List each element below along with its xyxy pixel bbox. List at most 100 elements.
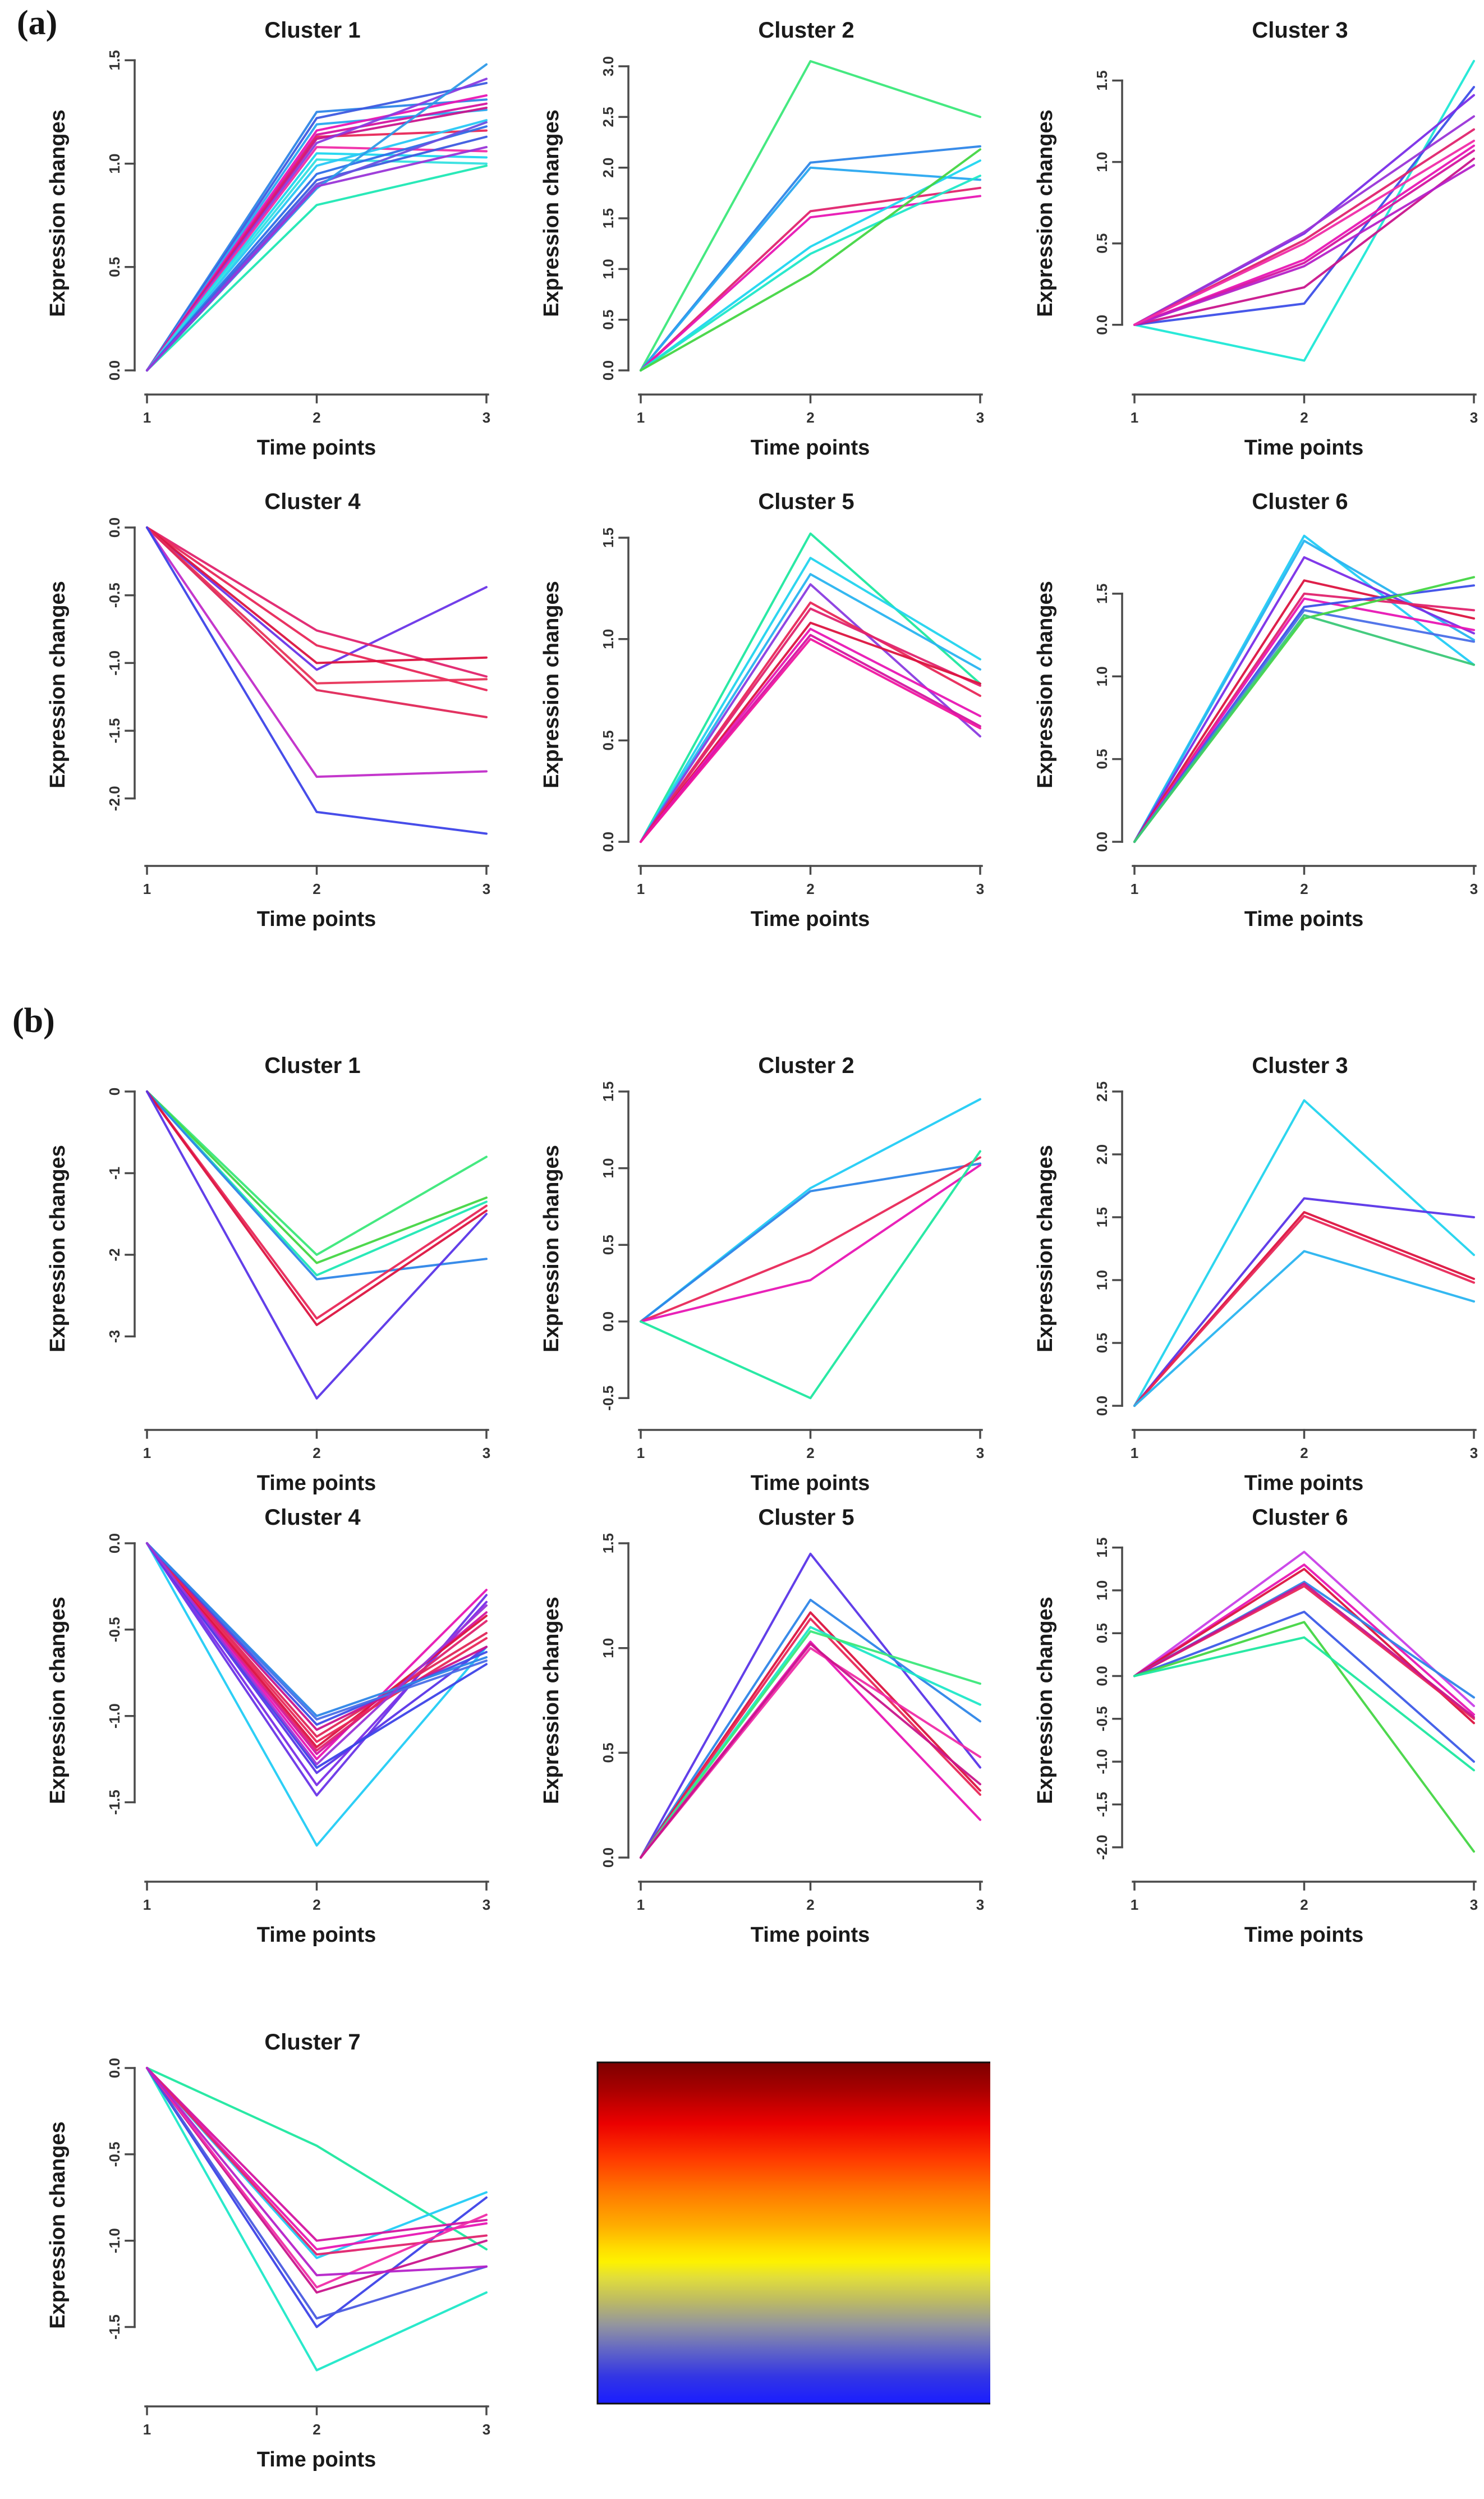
expression-line <box>146 526 488 664</box>
chart-title: Cluster 5 <box>758 1505 854 1530</box>
expression-line <box>1133 1197 1475 1407</box>
line-chart-svg: Cluster 4 Expression changes 0.0 -0.5 -1.0 -1… <box>46 1505 490 1947</box>
expression-line <box>146 119 488 372</box>
expression-line <box>146 1542 488 1847</box>
x-tick-label: 3 <box>483 1896 490 1913</box>
expression-line <box>640 1643 981 1859</box>
y-tick-label: 3.0 <box>600 56 617 76</box>
expression-line <box>146 2067 488 2372</box>
cluster-chart-b-cluster-4: Cluster 4 Expression changes 0.0 -0.5 -1.0 -1… <box>31 1496 497 1970</box>
y-tick-label: -0.5 <box>106 1617 123 1642</box>
x-tick-label: 1 <box>637 409 645 426</box>
line-chart-svg: Cluster 5 Expression changes 0.0 0.5 1.0 1.5 1… <box>540 1505 984 1947</box>
y-tick-label: 1.5 <box>600 1081 617 1102</box>
expression-line <box>146 1090 488 1400</box>
expression-line <box>640 145 981 372</box>
expression-line <box>1133 1621 1475 1853</box>
y-axis-label: Expression changes <box>1033 1597 1057 1804</box>
expression-line <box>1133 556 1475 843</box>
x-tick-label: 2 <box>1300 1896 1308 1913</box>
cluster-chart-b-cluster-7: Cluster 7 Expression changes 0.0 -0.5 -1.0 -1… <box>31 2020 497 2495</box>
expression-line <box>1133 164 1475 326</box>
expression-line <box>640 1552 981 1859</box>
y-tick-label: 0.5 <box>1094 1333 1110 1353</box>
expression-line <box>1133 139 1475 326</box>
y-axis-label: Expression changes <box>1033 581 1057 788</box>
membership-colorbar-cell: 10.90.80.70.60.50.40.30.20.10 <box>525 2020 990 2495</box>
y-tick-label: -0.5 <box>106 2142 123 2167</box>
expression-line <box>146 1542 488 1738</box>
cluster-chart-b-cluster-1: Cluster 1 Expression changes 0 -1 -2 -3 1 2 3 Tim… <box>31 1044 497 1518</box>
expression-line <box>1133 1250 1475 1407</box>
x-tick-label: 2 <box>313 881 320 897</box>
y-axis-label: Expression changes <box>46 1597 70 1804</box>
x-tick-label: 1 <box>143 1445 151 1461</box>
line-chart-svg: Cluster 7 Expression changes 0.0 -0.5 -1.0 -1… <box>46 2030 490 2472</box>
x-tick-label: 3 <box>1470 1445 1478 1461</box>
x-tick-label: 2 <box>1300 409 1308 426</box>
x-tick-label: 2 <box>313 2421 320 2438</box>
y-tick-label: 1.5 <box>1094 1538 1110 1558</box>
x-tick-label: 1 <box>1131 881 1138 897</box>
expression-line <box>146 146 488 372</box>
expression-line <box>146 81 488 372</box>
y-tick-label: 0.0 <box>106 517 123 538</box>
y-tick-label: 0.5 <box>106 257 123 277</box>
x-axis-label: Time points <box>751 1923 870 1947</box>
y-tick-label: 0.5 <box>1094 749 1110 769</box>
cluster-chart-b-cluster-3: Cluster 3 Expression changes 0.0 0.5 1.0 1.5 2… <box>1018 1044 1484 1518</box>
line-chart-svg: Cluster 2 Expression changes 0.0 0.5 1.0 1.5 2… <box>540 18 984 460</box>
expression-line <box>146 2067 488 2256</box>
expression-line <box>146 1542 488 1743</box>
y-tick-label: 1.5 <box>600 528 617 548</box>
x-tick-label: 1 <box>1131 1896 1138 1913</box>
y-tick-label: 1.5 <box>600 208 617 228</box>
y-tick-label: -0.5 <box>600 1386 617 1411</box>
expression-line <box>1133 115 1475 326</box>
expression-line <box>146 2067 488 2320</box>
y-tick-label: 1.0 <box>1094 1270 1110 1290</box>
x-tick-label: 1 <box>143 1896 151 1913</box>
x-tick-label: 2 <box>313 1896 320 1913</box>
y-tick-label: 1.5 <box>1094 584 1110 604</box>
y-tick-label: 0.0 <box>106 2058 123 2078</box>
y-tick-label: 0.0 <box>106 360 123 380</box>
y-tick-label: 1.5 <box>1094 1207 1110 1227</box>
expression-line <box>1133 128 1475 326</box>
expression-line <box>146 158 488 372</box>
x-tick-label: 1 <box>637 1445 645 1461</box>
chart-title: Cluster 3 <box>1252 1053 1348 1078</box>
expression-line <box>146 1542 488 1717</box>
y-tick-label: 0.0 <box>600 1312 617 1332</box>
y-tick-label: -1.0 <box>106 2228 123 2253</box>
expression-line <box>640 607 981 843</box>
chart-title: Cluster 5 <box>758 489 854 514</box>
y-axis-label: Expression changes <box>46 109 70 317</box>
expression-line <box>146 526 488 671</box>
cluster-chart-b-cluster-5: Cluster 5 Expression changes 0.0 0.5 1.0 1.5 1… <box>525 1496 990 1970</box>
x-tick-label: 3 <box>1470 1896 1478 1913</box>
expression-line <box>146 152 488 372</box>
expression-line <box>146 146 488 372</box>
line-chart-svg: Cluster 6 Expression changes 1.5 1.0 0.5 0.0 -… <box>1033 1505 1478 1947</box>
line-chart-svg: Cluster 1 Expression changes 0 -1 -2 -3 1 2 3 Tim… <box>46 1053 490 1495</box>
expression-line <box>146 135 488 372</box>
x-tick-label: 1 <box>1131 409 1138 426</box>
line-chart-svg: Cluster 6 Expression changes 0.0 0.5 1.0 1.5 1… <box>1033 489 1478 931</box>
x-tick-label: 1 <box>637 1896 645 1913</box>
line-chart-svg: Cluster 1 Expression changes 0.0 0.5 1.0 1.5 1… <box>46 18 490 460</box>
expression-line <box>1133 1582 1475 1718</box>
expression-line <box>640 148 981 372</box>
y-tick-label: -1 <box>106 1167 123 1180</box>
y-tick-label: 0.0 <box>600 832 617 852</box>
y-axis-label: Expression changes <box>46 1145 70 1352</box>
y-tick-label: 2.0 <box>1094 1144 1110 1164</box>
expression-line <box>146 77 488 372</box>
y-tick-label: 2.5 <box>1094 1081 1110 1102</box>
expression-line <box>1133 157 1475 326</box>
x-axis-label: Time points <box>751 436 870 460</box>
x-tick-label: 3 <box>976 409 984 426</box>
expression-line <box>640 1611 981 1859</box>
expression-line <box>640 601 981 843</box>
expression-line <box>146 1542 488 1755</box>
